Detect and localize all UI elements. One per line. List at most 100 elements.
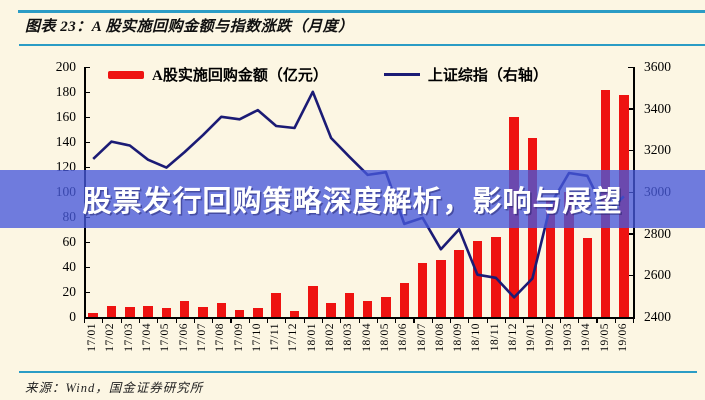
buyback-bar	[436, 259, 446, 317]
buyback-bar	[454, 249, 464, 317]
x-axis-tick	[578, 318, 580, 323]
legend-item-index: 上证综指（右轴）	[383, 64, 548, 85]
y-axis-left-tick	[85, 241, 90, 243]
buyback-bar	[564, 192, 574, 317]
buyback-bar	[106, 305, 117, 317]
x-axis-tick-label: 19/06	[616, 323, 629, 352]
x-axis-tick	[303, 318, 305, 323]
x-axis-tick-label: 18/02	[324, 323, 337, 352]
y-axis-left-tick-label: 40	[62, 259, 77, 274]
buyback-bar	[143, 305, 153, 317]
buyback-bar	[582, 238, 592, 317]
x-axis-tick-label: 17/04	[141, 323, 154, 352]
y-axis-right-tick-label: 3400	[644, 100, 671, 116]
y-axis-left-tick	[85, 266, 90, 268]
watermark-banner: 股票发行回购策略深度解析，影响与展望	[0, 170, 705, 228]
buyback-bar	[234, 309, 245, 317]
x-axis-tick	[450, 318, 452, 323]
y-axis-left-tick-label: 200	[55, 59, 76, 74]
chart-legend: A股实施回购金额（亿元） 上证综指（右轴）	[108, 64, 548, 85]
x-axis-tick	[120, 318, 122, 323]
y-axis-right-tick	[628, 316, 633, 318]
y-axis-right-tick	[628, 149, 633, 152]
buyback-bar	[179, 300, 190, 317]
x-axis-tick-label: 17/11	[269, 323, 282, 352]
watermark-text: 股票发行回购策略深度解析，影响与展望	[82, 184, 623, 218]
x-axis-tick	[431, 318, 433, 323]
y-axis-left-tick	[85, 166, 90, 168]
x-axis-tick-label: 17/07	[195, 323, 208, 352]
x-axis-tick	[285, 318, 287, 323]
x-axis-tick-label: 18/04	[360, 323, 373, 352]
x-axis-tick-label: 18/09	[452, 323, 465, 352]
x-axis-tick-label: 17/02	[104, 323, 117, 352]
buyback-bar	[344, 293, 355, 317]
y-axis-left-tick	[85, 316, 90, 318]
y-axis-left-tick-label: 0	[69, 309, 76, 324]
x-axis-tick-label: 18/11	[488, 323, 501, 352]
x-axis-tick-label: 18/08	[433, 323, 446, 352]
x-axis-tick-label: 19/02	[543, 323, 556, 352]
buyback-bar	[289, 310, 300, 317]
y-axis-left-tick-label: 60	[62, 234, 77, 249]
x-axis-tick	[614, 318, 616, 323]
x-axis-tick	[138, 318, 141, 323]
y-axis-right-tick	[628, 108, 633, 110]
y-axis-left-tick	[85, 291, 90, 293]
legend-item-buyback: A股实施回购金额（亿元）	[108, 64, 328, 85]
y-axis-right-tick	[628, 233, 633, 235]
buyback-bar	[399, 283, 409, 317]
x-axis-tick	[230, 318, 232, 323]
buyback-bar	[161, 308, 172, 317]
x-axis-tick	[84, 318, 86, 323]
x-axis-tick	[633, 318, 635, 323]
x-axis-tick	[358, 318, 360, 323]
x-axis-tick	[157, 318, 159, 323]
y-axis-left-tick	[85, 91, 90, 93]
x-axis-tick-label: 18/10	[470, 323, 483, 352]
x-axis-tick	[486, 318, 488, 323]
buyback-bar	[362, 300, 373, 317]
x-axis-tick-label: 17/01	[86, 323, 99, 352]
x-axis-tick-label: 17/08	[214, 323, 227, 352]
x-axis	[84, 317, 635, 319]
buyback-bar	[417, 263, 428, 317]
buyback-bar	[216, 303, 226, 317]
legend-label-index: 上证综指（右轴）	[427, 68, 548, 84]
x-axis-tick-label: 18/07	[415, 323, 428, 352]
buyback-bar	[472, 240, 483, 317]
x-axis-tick-label: 18/05	[378, 323, 391, 352]
y-axis-left-tick	[85, 66, 90, 68]
x-axis-tick	[340, 318, 342, 323]
x-axis-tick	[212, 318, 214, 323]
source-note: 来源：Wind，国金证券研究所	[25, 381, 204, 395]
y-axis-right-tick-label: 3200	[644, 142, 671, 158]
x-axis-tick	[102, 318, 104, 323]
top-rule	[18, 10, 705, 13]
index-line-swatch-icon	[383, 73, 420, 76]
x-axis-tick-label: 17/03	[122, 323, 135, 352]
x-axis-tick-label: 17/05	[159, 323, 172, 352]
x-axis-tick	[468, 318, 470, 323]
y-axis-left-tick-label: 20	[62, 284, 77, 299]
x-axis-tick	[504, 318, 507, 323]
y-axis-left-tick	[85, 141, 90, 143]
buyback-bar	[125, 307, 135, 317]
buyback-bar	[381, 297, 391, 317]
x-axis-tick-label: 18/03	[342, 323, 355, 352]
x-axis-tick-label: 17/10	[250, 323, 263, 352]
x-axis-tick-label: 17/12	[287, 323, 300, 352]
x-axis-tick	[267, 318, 269, 323]
x-axis-tick-label: 19/04	[580, 323, 593, 352]
x-axis-tick	[559, 318, 561, 323]
y-axis-right-tick-label: 2400	[644, 309, 671, 324]
buyback-bar	[545, 198, 556, 317]
x-axis-tick-label: 19/01	[525, 323, 538, 352]
x-axis-tick	[175, 318, 177, 323]
title-underline-rule	[19, 44, 705, 46]
buyback-bar	[308, 285, 318, 317]
buyback-bar-swatch-icon	[108, 70, 144, 79]
footer-rule	[19, 371, 697, 373]
x-axis-tick-label: 17/06	[177, 323, 190, 352]
x-axis-tick	[395, 318, 397, 323]
